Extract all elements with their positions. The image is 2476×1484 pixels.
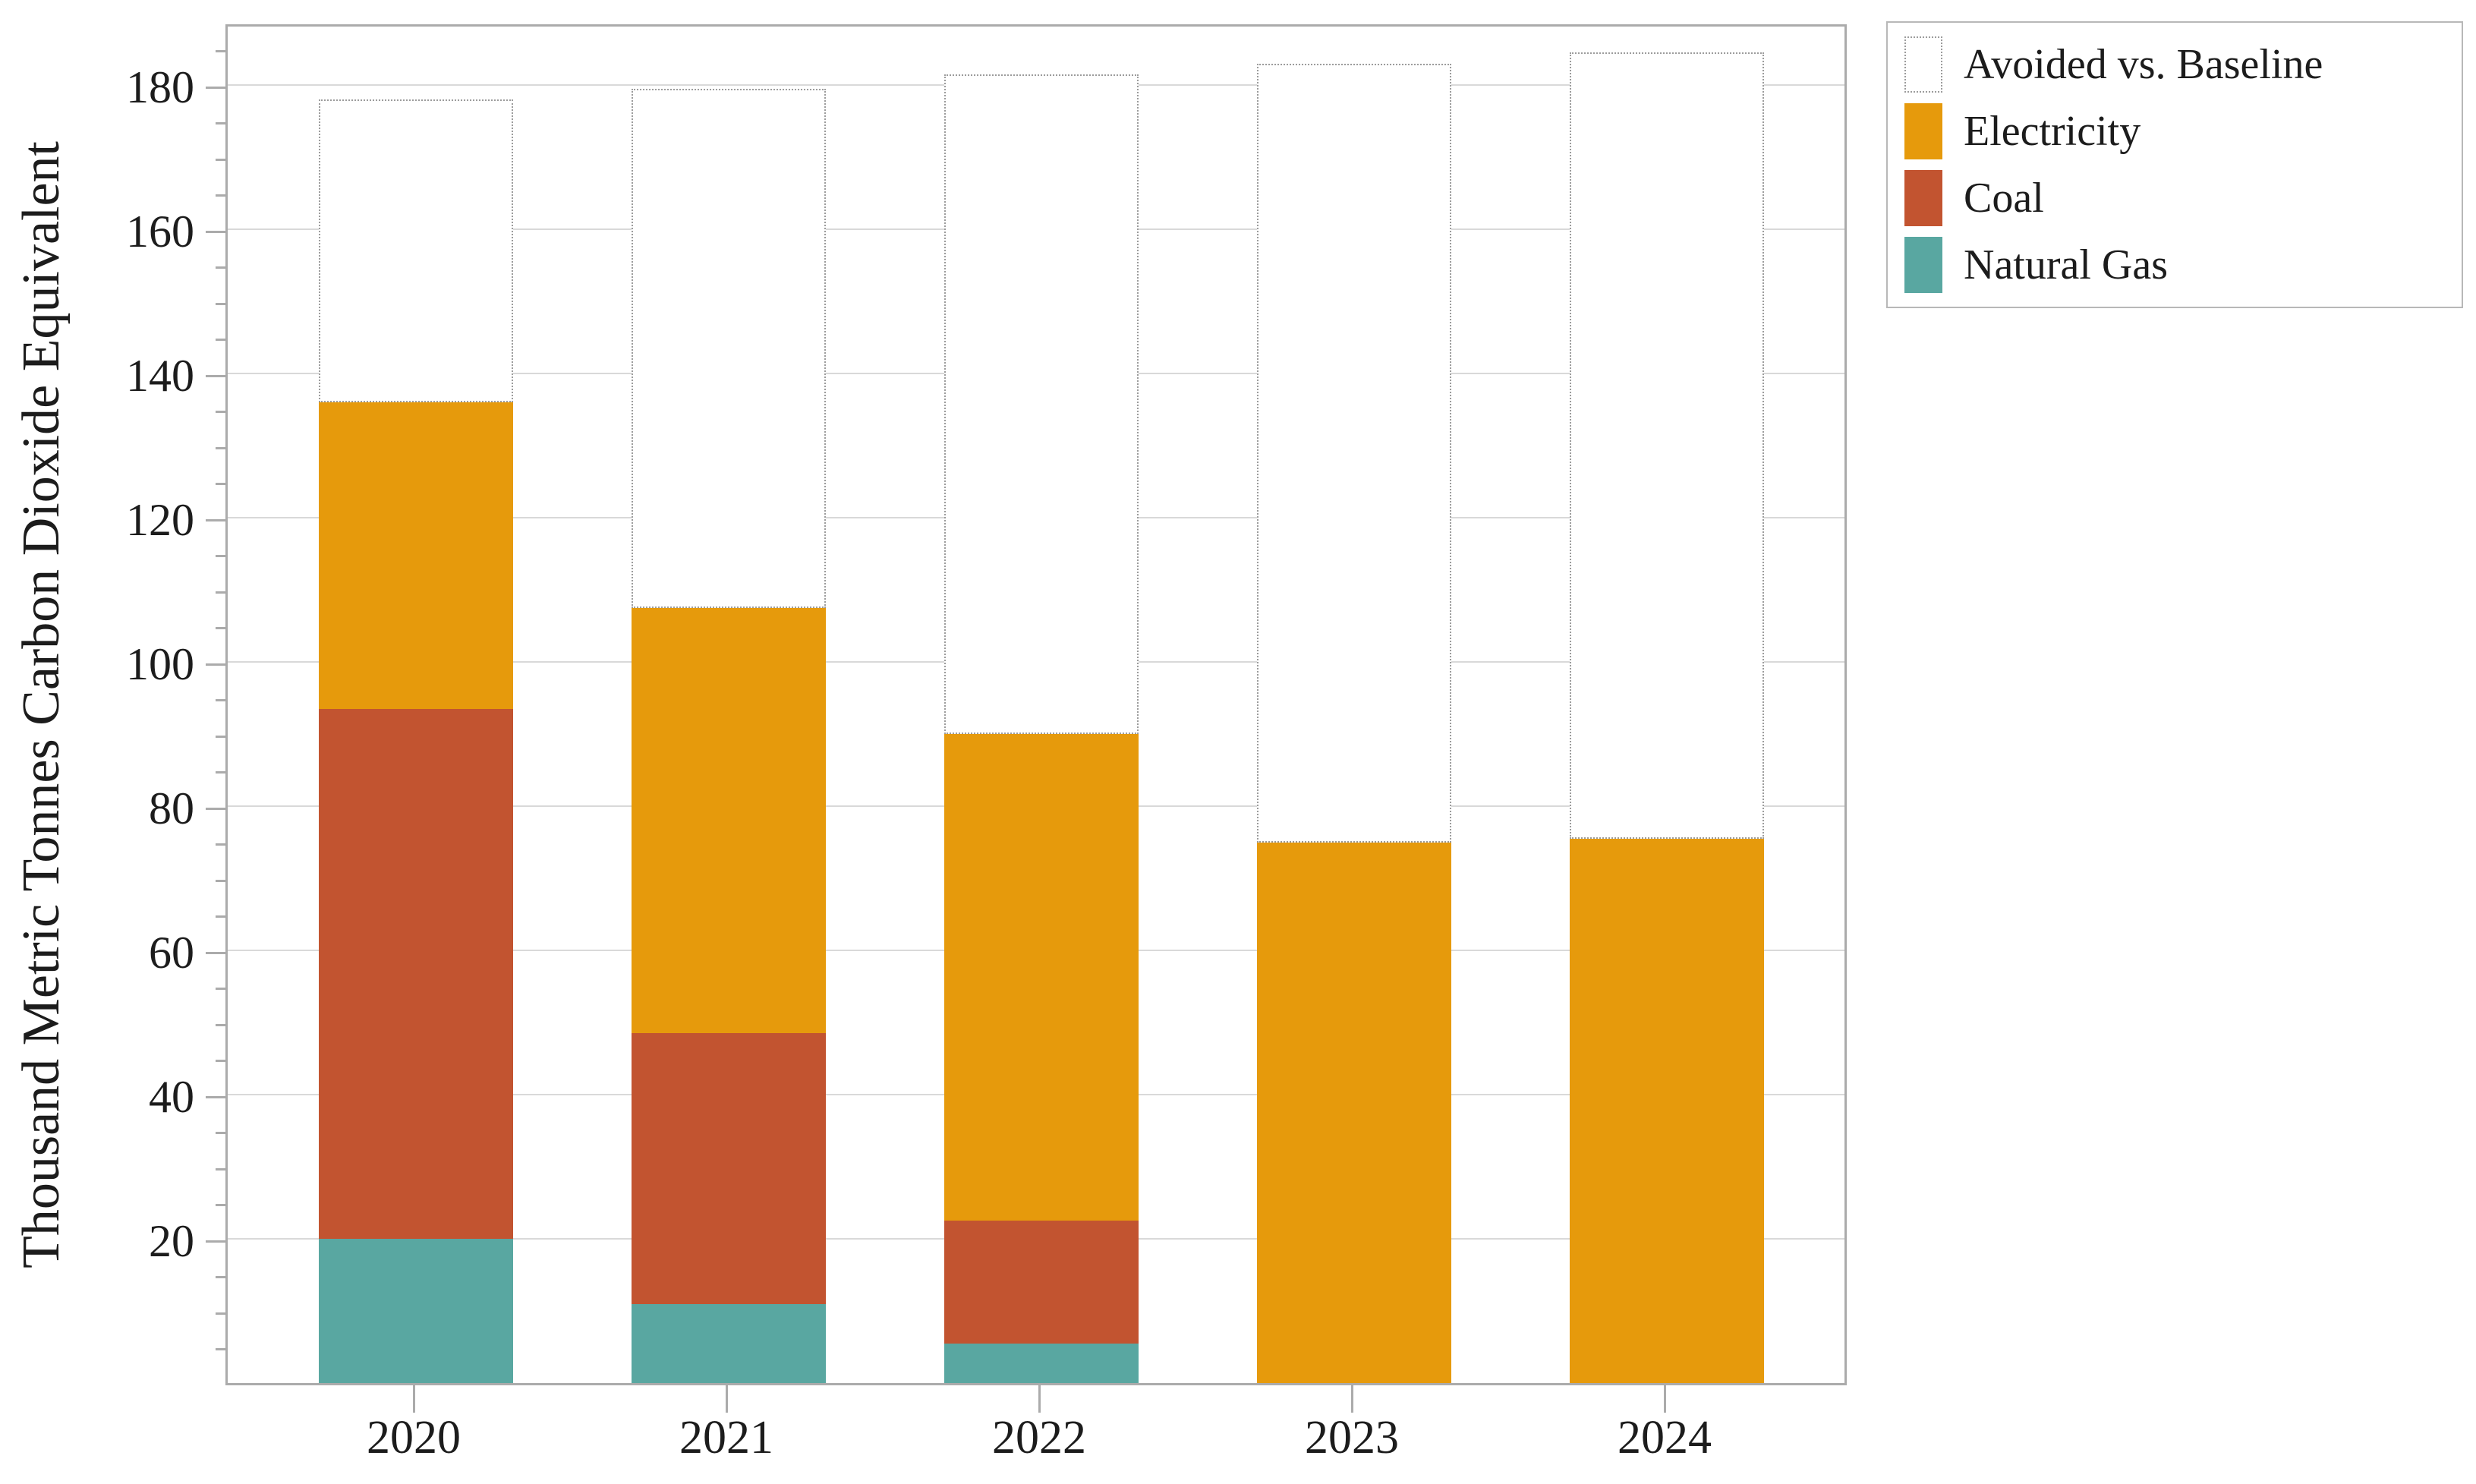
y-axis-minor-tick (216, 1348, 225, 1350)
bar-segment-electricity (632, 607, 826, 1034)
x-axis-tick-2021 (725, 1385, 728, 1413)
legend-row-electricity: Electricity (1904, 102, 2445, 161)
y-axis-minor-tick (216, 446, 225, 449)
y-tick-label: 20 (149, 1216, 194, 1266)
legend-row-natural-gas: Natural Gas (1904, 235, 2445, 295)
bar-segment-coal (944, 1221, 1139, 1344)
y-tick-label: 100 (126, 639, 194, 689)
y-axis-minor-tick (216, 627, 225, 629)
bar-segment-avoided-vs-baseline (632, 88, 826, 608)
y-tick-label: 60 (149, 928, 194, 978)
bar-segment-electricity (1570, 838, 1764, 1383)
bar-segment-electricity (319, 402, 513, 709)
y-axis-minor-tick (216, 735, 225, 738)
y-axis-minor-tick (216, 1276, 225, 1278)
y-axis-minor-tick (216, 1204, 225, 1206)
legend-label: Coal (1964, 175, 2044, 222)
y-axis-minor-tick (216, 555, 225, 557)
y-axis-major-tick (206, 86, 225, 89)
y-tick-label: 80 (149, 783, 194, 833)
bar-segment-electricity (944, 734, 1139, 1221)
y-axis-minor-tick (216, 879, 225, 882)
y-axis-minor-tick (216, 1167, 225, 1171)
plot-area (225, 24, 1847, 1385)
y-axis-major-tick (206, 1095, 225, 1098)
y-axis-minor-tick (216, 1312, 225, 1315)
y-tick-label: 160 (126, 206, 194, 257)
y-axis-minor-tick (216, 411, 225, 413)
y-axis-minor-tick (216, 158, 225, 161)
y-axis-minor-tick (216, 771, 225, 774)
y-tick-label: 120 (126, 495, 194, 545)
y-axis-minor-tick (216, 302, 225, 305)
x-axis-tick-2022 (1038, 1385, 1041, 1413)
bar-segment-avoided-vs-baseline (944, 74, 1139, 734)
y-axis-major-tick (206, 230, 225, 233)
legend-box: Avoided vs. Baseline Electricity Coal Natur… (1886, 21, 2463, 308)
bar-segment-natural-gas (319, 1239, 513, 1383)
y-tick-label: 140 (126, 351, 194, 401)
y-axis-minor-tick (216, 483, 225, 485)
y-axis-major-tick (206, 807, 225, 810)
bar-column-2020 (319, 99, 513, 1383)
x-tick-label-2020: 2020 (367, 1412, 461, 1464)
bar-segment-coal (632, 1033, 826, 1304)
y-axis-major-tick (206, 663, 225, 666)
y-axis-minor-tick (216, 1023, 225, 1026)
y-axis-minor-tick (216, 915, 225, 918)
x-tick-label-2024: 2024 (1618, 1412, 1712, 1464)
y-axis-minor-tick (216, 699, 225, 701)
legend-row-coal: Coal (1904, 169, 2445, 228)
legend-swatch-natural-gas (1904, 237, 1942, 293)
legend-label: Natural Gas (1964, 241, 2169, 288)
legend-label: Electricity (1964, 108, 2141, 155)
bar-segment-electricity (1257, 842, 1451, 1383)
y-tick-label: 40 (149, 1072, 194, 1122)
y-axis-minor-tick (216, 122, 225, 124)
y-tick-label: 180 (126, 62, 194, 112)
legend-swatch-avoided-vs-baseline (1904, 36, 1942, 93)
y-axis-minor-tick (216, 266, 225, 269)
y-axis-minor-tick (216, 1132, 225, 1134)
legend-swatch-electricity (1904, 103, 1942, 159)
y-axis-minor-tick (216, 591, 225, 594)
bar-column-2021 (632, 88, 826, 1383)
x-tick-label-2021: 2021 (679, 1412, 773, 1464)
bar-column-2023 (1257, 63, 1451, 1383)
bar-segment-avoided-vs-baseline (319, 99, 513, 402)
bar-segment-avoided-vs-baseline (1570, 52, 1764, 839)
x-axis-tick-2020 (412, 1385, 415, 1413)
y-axis-major-tick (206, 374, 225, 377)
y-axis-major-tick (206, 1240, 225, 1243)
x-tick-label-2022: 2022 (992, 1412, 1086, 1464)
y-axis-minor-tick (216, 339, 225, 341)
bar-column-2024 (1570, 52, 1764, 1383)
y-axis-minor-tick (216, 988, 225, 990)
bar-segment-coal (319, 708, 513, 1239)
y-axis-major-tick (206, 518, 225, 521)
bar-column-2022 (944, 74, 1139, 1383)
legend-label: Avoided vs. Baseline (1964, 41, 2323, 88)
y-axis-minor-tick (216, 843, 225, 846)
x-axis-tick-2023 (1350, 1385, 1353, 1413)
x-axis-tick-2024 (1663, 1385, 1666, 1413)
y-axis-minor-tick (216, 194, 225, 197)
bar-segment-avoided-vs-baseline (1257, 63, 1451, 843)
bar-segment-natural-gas (632, 1303, 826, 1383)
y-axis-minor-tick (216, 1060, 225, 1062)
y-axis-minor-tick (216, 50, 225, 52)
y-axis-major-tick (206, 951, 225, 954)
bar-segment-natural-gas (944, 1343, 1139, 1383)
legend-swatch-coal (1904, 170, 1942, 226)
x-tick-label-2023: 2023 (1305, 1412, 1399, 1464)
legend-row-avoided-vs-baseline: Avoided vs. Baseline (1904, 35, 2445, 94)
